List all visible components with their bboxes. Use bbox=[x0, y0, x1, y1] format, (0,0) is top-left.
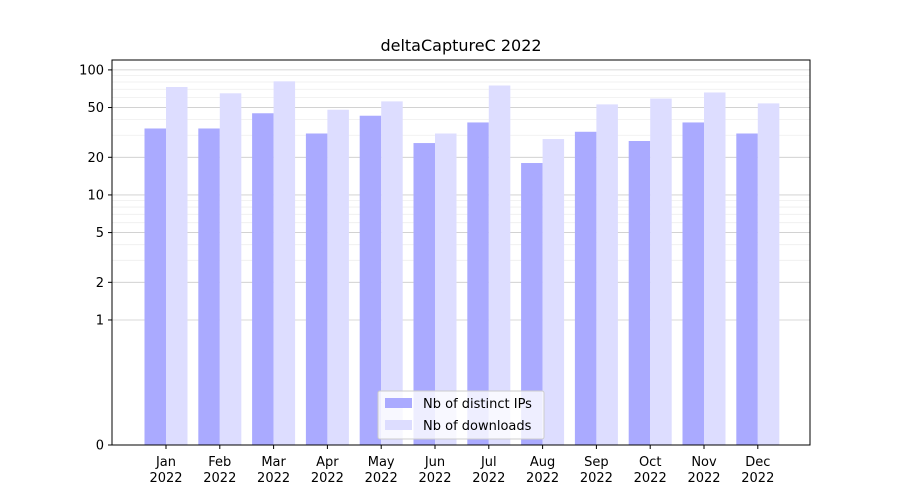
bar-distinct-ips bbox=[521, 163, 543, 445]
bar-downloads bbox=[704, 92, 726, 446]
chart-title: deltaCaptureC 2022 bbox=[380, 36, 541, 55]
x-tick-label: Apr 2022 bbox=[311, 455, 344, 486]
bar-downloads bbox=[273, 81, 296, 445]
bar-distinct-ips bbox=[144, 128, 166, 445]
legend-swatch-downloads bbox=[385, 420, 412, 430]
legend-label-downloads: Nb of downloads bbox=[423, 419, 532, 434]
bar-distinct-ips bbox=[628, 140, 651, 445]
y-tick-label: 2 bbox=[96, 276, 104, 291]
y-tick-label: 100 bbox=[79, 63, 104, 78]
x-tick-label: Jan 2022 bbox=[149, 455, 182, 486]
x-axis: Jan 2022 Feb 2022 Mar 2022 Apr 2022 May 2022 Jun 20… bbox=[149, 445, 774, 486]
x-tick-label: Oct 2022 bbox=[634, 455, 667, 486]
bar-distinct-ips bbox=[252, 113, 274, 445]
bar-distinct-ips bbox=[574, 131, 597, 445]
bar-downloads bbox=[488, 85, 511, 445]
legend: Nb of distinct IPs Nb of downloads bbox=[377, 390, 545, 440]
bar-distinct-ips bbox=[359, 115, 382, 445]
bar-downloads bbox=[596, 104, 618, 445]
legend-label-distinct-ips: Nb of distinct IPs bbox=[423, 397, 532, 412]
bar-distinct-ips bbox=[305, 133, 328, 445]
y-tick-label: 20 bbox=[87, 151, 104, 166]
x-tick-label: Dec 2022 bbox=[741, 455, 774, 486]
y-axis: 0 1 2 5 10 20 50 100 bbox=[79, 63, 112, 454]
bar-distinct-ips bbox=[413, 143, 435, 445]
y-tick-label: 0 bbox=[96, 439, 104, 454]
bar-distinct-ips bbox=[198, 128, 220, 445]
bar-downloads bbox=[219, 93, 242, 446]
x-tick-label: Nov 2022 bbox=[687, 455, 720, 486]
bar-downloads bbox=[381, 101, 403, 445]
bar-downloads bbox=[435, 133, 457, 445]
y-tick-label: 50 bbox=[87, 101, 104, 116]
x-tick-label: Aug 2022 bbox=[526, 455, 559, 486]
legend-box bbox=[377, 390, 545, 440]
bar-distinct-ips bbox=[736, 133, 758, 445]
legend-swatch-distinct-ips bbox=[385, 398, 412, 408]
x-tick-label: Mar 2022 bbox=[257, 455, 290, 486]
bar-downloads bbox=[542, 139, 565, 445]
bar-downloads bbox=[327, 109, 349, 445]
plot-frame bbox=[111, 59, 811, 446]
bar-downloads bbox=[166, 86, 188, 445]
y-tick-label: 1 bbox=[96, 313, 104, 328]
y-tick-label: 5 bbox=[96, 226, 104, 241]
y-tick-label: 10 bbox=[87, 188, 104, 203]
x-tick-label: May 2022 bbox=[365, 455, 398, 486]
x-tick-label: Jul 2022 bbox=[472, 455, 505, 486]
bars bbox=[144, 81, 780, 446]
bar-distinct-ips bbox=[467, 122, 489, 445]
bar-distinct-ips bbox=[682, 122, 704, 445]
x-tick-label: Jun 2022 bbox=[418, 455, 451, 486]
bar-downloads bbox=[757, 103, 780, 446]
bar-downloads bbox=[650, 98, 672, 446]
x-tick-label: Sep 2022 bbox=[580, 455, 613, 486]
x-tick-label: Feb 2022 bbox=[203, 455, 236, 486]
